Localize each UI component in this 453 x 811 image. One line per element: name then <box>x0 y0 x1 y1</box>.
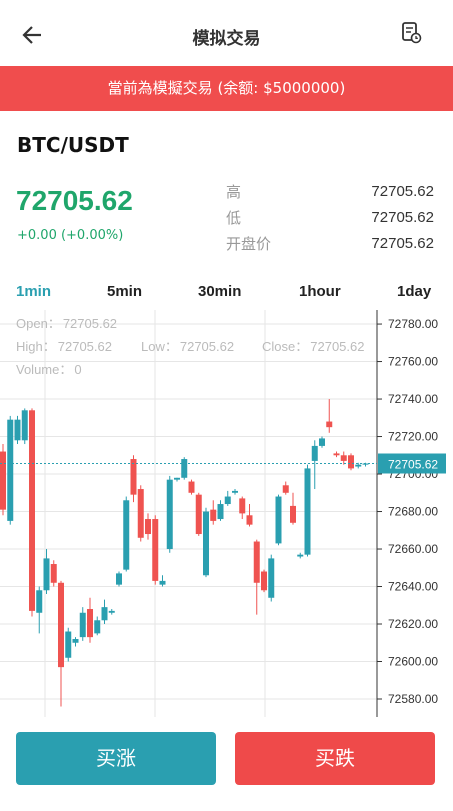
candle-body <box>355 464 362 467</box>
stat-value: 72705.62 <box>371 235 434 252</box>
y-tick-label: 72740.00 <box>388 392 438 406</box>
interval-tab[interactable]: 1hour <box>299 283 341 300</box>
y-tick-label: 72680.00 <box>388 505 438 519</box>
candle-body <box>217 504 224 520</box>
candle-body <box>261 571 267 591</box>
y-tick-label: 72660.00 <box>388 542 438 556</box>
info-value: 72705.62 <box>180 339 234 354</box>
pair: BTC/USDT <box>17 133 129 157</box>
interval-tab[interactable]: 30min <box>198 283 242 300</box>
candle-body <box>210 509 217 521</box>
candle-body <box>253 541 260 583</box>
candle-body <box>348 455 354 469</box>
candle-body <box>239 498 246 514</box>
candle-body <box>87 609 93 638</box>
back-button[interactable] <box>20 22 46 48</box>
candle-body <box>166 479 173 550</box>
candle-body <box>21 410 28 441</box>
candle-body <box>232 490 238 493</box>
stat-label: 低 <box>226 209 242 227</box>
candle-body <box>311 445 318 461</box>
info-value: 72705.62 <box>63 316 117 331</box>
candle-body <box>14 419 21 441</box>
candle-body <box>58 582 64 668</box>
candle-body <box>116 573 122 585</box>
candle-body <box>50 564 57 583</box>
info-label: Close： <box>262 339 308 354</box>
candle-body <box>224 496 231 505</box>
stat-label: 高 <box>226 183 242 201</box>
page-title: 模拟交易 <box>192 29 261 49</box>
y-tick-label: 72640.00 <box>388 580 438 594</box>
candle-body <box>7 419 14 521</box>
last-price-tag <box>378 453 446 474</box>
candle-body <box>297 554 304 557</box>
candle-body <box>282 485 289 493</box>
candle-body <box>123 500 130 570</box>
stat-value: 72705.62 <box>371 209 434 226</box>
info-label: Volume： <box>16 362 72 377</box>
stat-label: 开盘价 <box>226 235 272 253</box>
buy-down-button[interactable]: 买跌 <box>235 732 435 785</box>
candle-body <box>36 590 43 613</box>
interval-tab[interactable]: 5min <box>107 283 143 300</box>
candle-body <box>65 631 72 658</box>
candle-body <box>362 463 369 465</box>
candle-body <box>275 496 282 544</box>
interval-tab[interactable]: 1min <box>16 283 52 300</box>
candle-body <box>43 558 50 591</box>
candle-body <box>94 620 101 634</box>
candle-body <box>304 468 311 555</box>
candle-body <box>79 612 86 638</box>
candle-body <box>174 477 180 480</box>
candle-body <box>0 451 6 510</box>
y-tick-label: 72780.00 <box>388 317 438 331</box>
candle-body <box>290 505 296 523</box>
y-tick-label: 72760.00 <box>388 355 438 369</box>
candle-body <box>326 421 333 428</box>
info-value: 0 <box>74 362 81 377</box>
y-tick-label: 72620.00 <box>388 617 438 631</box>
candle-body <box>181 459 188 478</box>
candle-body <box>268 558 275 598</box>
price: 72705.62 <box>16 185 133 216</box>
candle-body <box>29 410 35 611</box>
stat-value: 72705.62 <box>371 183 434 200</box>
candle-body <box>108 610 115 613</box>
interval-tab[interactable]: 1day <box>397 283 432 300</box>
info-value: 72705.62 <box>310 339 364 354</box>
candle-body <box>72 639 79 643</box>
y-tick-label: 72720.00 <box>388 430 438 444</box>
y-tick-label: 72600.00 <box>388 655 438 669</box>
candle-body <box>319 438 325 446</box>
candle-body <box>195 494 202 535</box>
candle-body <box>145 519 151 535</box>
candle-body <box>137 489 144 538</box>
buy-up-button[interactable]: 买涨 <box>16 732 216 785</box>
y-tick-label: 72580.00 <box>388 692 438 706</box>
info-label: Open： <box>16 316 61 331</box>
candle-body <box>246 515 253 525</box>
history-icon[interactable] <box>400 21 424 45</box>
candle-body <box>130 459 137 495</box>
candle-body <box>159 580 166 585</box>
candle-chart: 72580.00 72600.00 72620.00 72640.00 72660.00… <box>0 310 446 717</box>
candle-body <box>188 481 195 493</box>
candle-body <box>340 455 347 461</box>
candle-body <box>101 607 108 621</box>
info-label: High： <box>16 339 56 354</box>
demo-banner: 當前為模擬交易 (余额: $5000000) <box>0 66 453 111</box>
candle-body <box>152 519 159 581</box>
candle-body <box>333 453 340 456</box>
info-value: 72705.62 <box>58 339 112 354</box>
last-price-label: 72705.62 <box>388 458 438 472</box>
candle-body <box>203 511 209 576</box>
change: +0.00 (+0.00%) <box>17 228 124 243</box>
info-label: Low： <box>141 339 178 354</box>
